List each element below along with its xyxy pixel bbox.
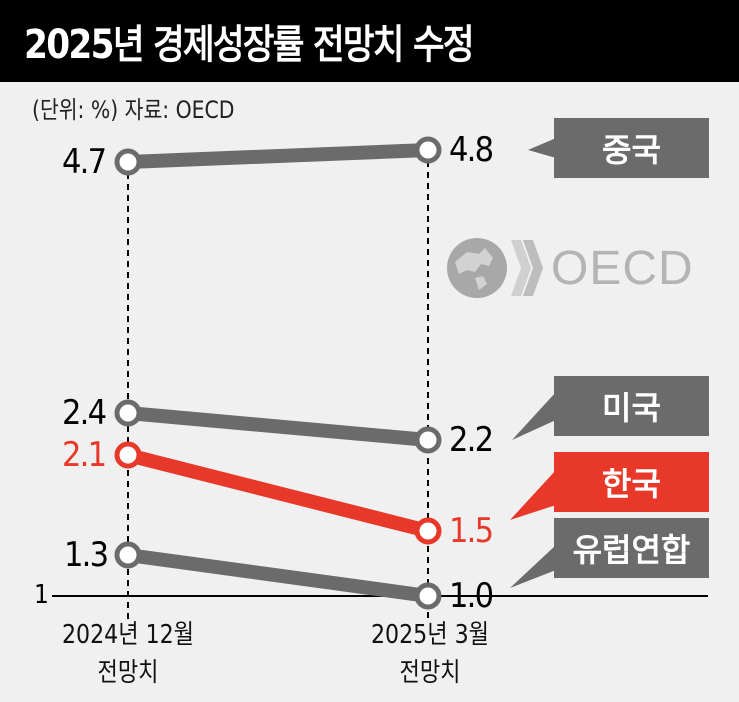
legend-tag-china: 중국 <box>554 118 709 178</box>
marker-korea-2024 <box>114 441 142 469</box>
series-line-eu <box>127 548 429 603</box>
x-label-2024-line1: 2024년 12월 <box>61 620 195 650</box>
oecd-logo-text: OECD <box>551 241 694 295</box>
callout-pointer-usa <box>512 392 556 440</box>
title-bar: 2025년 경제성장률 전망치 수정 <box>0 0 739 82</box>
value-usa-2025: 2.2 <box>449 420 494 460</box>
value-eu-2024: 1.3 <box>64 535 109 575</box>
callout-pointer-korea <box>510 470 556 520</box>
legend-tag-usa: 미국 <box>554 376 709 436</box>
callout-pointer-china <box>528 138 556 158</box>
x-label-2024-line2: 전망치 <box>97 658 159 688</box>
value-eu-2025: 1.0 <box>449 576 494 616</box>
marker-china-2025 <box>414 136 442 164</box>
oecd-globe-icon <box>447 238 507 298</box>
marker-usa-2025 <box>414 426 442 454</box>
oecd-watermark: OECD <box>445 236 694 300</box>
value-korea-2024: 2.1 <box>62 435 107 475</box>
marker-korea-2025 <box>414 517 442 545</box>
marker-china-2024 <box>114 148 142 176</box>
value-china-2025: 4.8 <box>449 130 494 170</box>
y-axis-label-1: 1 <box>34 580 49 610</box>
legend-tag-korea: 한국 <box>554 452 709 512</box>
series-line-korea <box>126 448 430 538</box>
value-usa-2024: 2.4 <box>62 393 107 433</box>
callout-pointer-eu <box>510 545 556 588</box>
marker-usa-2024 <box>114 399 142 427</box>
marker-eu-2025 <box>414 582 442 610</box>
value-china-2024: 4.7 <box>62 142 107 182</box>
unit-source-note: (단위: %) 자료: OECD <box>32 96 235 124</box>
value-korea-2025: 1.5 <box>449 511 494 551</box>
oecd-chevrons-icon <box>511 240 543 296</box>
x-label-2025-line1: 2025년 3월 <box>370 620 489 650</box>
series-line-china <box>127 143 429 169</box>
series-line-usa <box>127 406 429 447</box>
legend-tag-eu: 유럽연합 <box>554 518 709 578</box>
x-label-2025-line2: 전망치 <box>399 658 461 688</box>
marker-eu-2024 <box>114 541 142 569</box>
chart-title: 2025년 경제성장률 전망치 수정 <box>24 22 475 68</box>
